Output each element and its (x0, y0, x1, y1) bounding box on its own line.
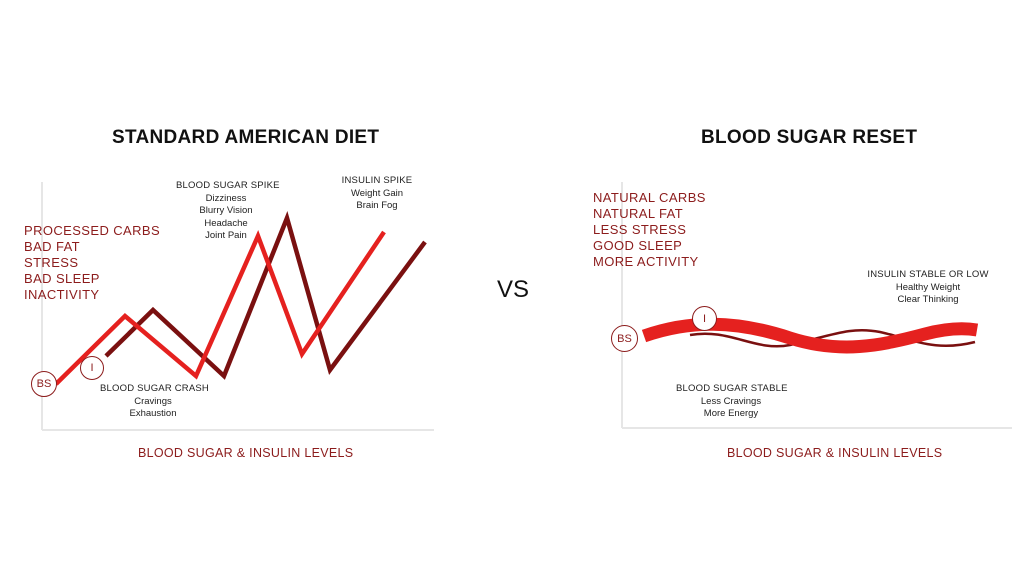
right-insulin-marker: I (692, 306, 717, 331)
note-item: Cravings (134, 395, 172, 407)
left-insulin-marker: I (80, 356, 104, 380)
vs-label: VS (497, 276, 530, 303)
note-heading: BLOOD SUGAR SPIKE (176, 180, 280, 191)
note-item: Weight Gain (350, 187, 404, 199)
left-insulin-line (104, 211, 427, 380)
right-blood-sugar-marker: BS (611, 325, 638, 352)
right-footer-caption: BLOOD SUGAR & INSULIN LEVELS (727, 446, 943, 460)
left-footer-caption: BLOOD SUGAR & INSULIN LEVELS (138, 446, 354, 460)
right-factor: NATURAL CARBS (593, 190, 706, 205)
left-note-insulin: INSULIN SPIKE Weight Gain Brain Fog (337, 175, 417, 213)
right-factor: LESS STRESS (593, 222, 687, 237)
right-title: BLOOD SUGAR RESET (701, 127, 918, 148)
note-item: Dizziness (205, 192, 247, 204)
left-factor: STRESS (24, 255, 79, 270)
right-factor: NATURAL FAT (593, 206, 684, 221)
note-heading: INSULIN STABLE OR LOW (867, 269, 989, 280)
left-note-crash: BLOOD SUGAR CRASH Cravings Exhaustion (100, 383, 209, 421)
left-title: STANDARD AMERICAN DIET (112, 127, 380, 148)
note-item: Exhaustion (129, 408, 177, 419)
left-factor: BAD SLEEP (24, 271, 100, 286)
note-heading: BLOOD SUGAR STABLE (676, 383, 788, 394)
note-item: Brain Fog (356, 200, 398, 211)
note-item: Less Cravings (700, 395, 762, 407)
note-item: Healthy Weight (895, 281, 961, 293)
left-factor: INACTIVITY (24, 287, 100, 302)
left-note-spike: BLOOD SUGAR SPIKE Dizziness Blurry Visio… (176, 180, 280, 243)
note-item: Blurry Vision (199, 205, 253, 216)
note-item: More Energy (703, 408, 759, 419)
note-heading: INSULIN SPIKE (341, 175, 413, 186)
right-factor-list: NATURAL CARBS NATURAL FAT LESS STRESS GO… (593, 190, 706, 270)
left-factor-list: PROCESSED CARBS BAD FAT STRESS BAD SLEEP… (24, 223, 160, 303)
note-item: Clear Thinking (897, 294, 959, 305)
right-note-stable: BLOOD SUGAR STABLE Less Cravings More En… (676, 383, 788, 421)
left-blood-sugar-marker: BS (31, 371, 57, 397)
left-blood-sugar-line (54, 230, 386, 386)
right-note-stable-low: INSULIN STABLE OR LOW Healthy Weight Cle… (866, 269, 990, 307)
note-item: Joint Pain (205, 230, 247, 241)
right-factor: MORE ACTIVITY (593, 254, 699, 269)
right-factor: GOOD SLEEP (593, 238, 683, 253)
right-insulin-line (689, 328, 976, 348)
left-factor: PROCESSED CARBS (24, 223, 161, 238)
note-heading: BLOOD SUGAR CRASH (100, 383, 209, 394)
note-item: Headache (204, 217, 248, 229)
left-factor: BAD FAT (24, 239, 81, 254)
